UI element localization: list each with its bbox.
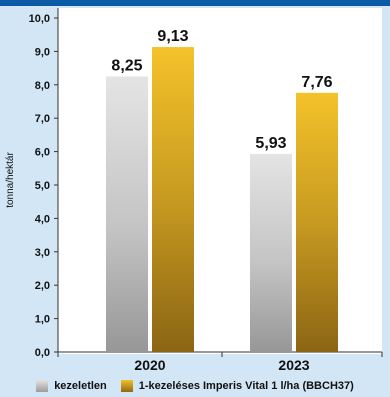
y-tick-label: 8,0 <box>35 80 50 92</box>
data-label: 5,93 <box>255 135 286 152</box>
y-tick-label: 5,0 <box>35 180 50 192</box>
legend-label-treated: 1-kezeléses Imperis Vital 1 l/ha (BBCH37… <box>138 380 354 392</box>
y-tick-label: 10,0 <box>29 13 50 25</box>
bar-treated-2023 <box>296 92 338 352</box>
y-tick-label: 2,0 <box>35 280 50 292</box>
y-tick-label: 1,0 <box>35 314 50 326</box>
y-tick-label: 7,0 <box>35 113 50 125</box>
y-tick-label: 4,0 <box>35 213 50 225</box>
bar-untreated-2020 <box>106 76 148 352</box>
y-tick-label: 9,0 <box>35 46 50 58</box>
top-accent-bar <box>0 0 390 6</box>
bar-untreated-2023 <box>250 153 292 352</box>
legend-swatch-gold <box>120 380 133 392</box>
data-label: 7,76 <box>301 74 332 91</box>
data-label: 9,13 <box>157 28 188 45</box>
chart-legend: kezeletlen 1-kezeléses Imperis Vital 1 l… <box>0 375 390 397</box>
legend-label-untreated: kezeletlen <box>54 380 107 392</box>
bar-treated-2020 <box>152 47 194 353</box>
legend-item-untreated: kezeletlen <box>36 380 107 392</box>
bar-chart: 0,0 1,0 2,0 3,0 4,0 5,0 6,0 7,0 8,0 9,0 10,0 tonna/… <box>5 8 383 373</box>
y-tick-label: 3,0 <box>35 247 50 259</box>
y-tick-label: 6,0 <box>35 147 50 159</box>
x-tick-label: 2023 <box>278 357 309 373</box>
legend-swatch-gray <box>36 380 49 392</box>
y-axis-title: tonna/hektár <box>5 152 16 208</box>
y-tick-label: 0,0 <box>35 347 50 359</box>
data-label: 8,25 <box>111 57 142 74</box>
x-tick-label: 2020 <box>134 357 165 373</box>
legend-item-treated: 1-kezeléses Imperis Vital 1 l/ha (BBCH37… <box>120 380 354 392</box>
